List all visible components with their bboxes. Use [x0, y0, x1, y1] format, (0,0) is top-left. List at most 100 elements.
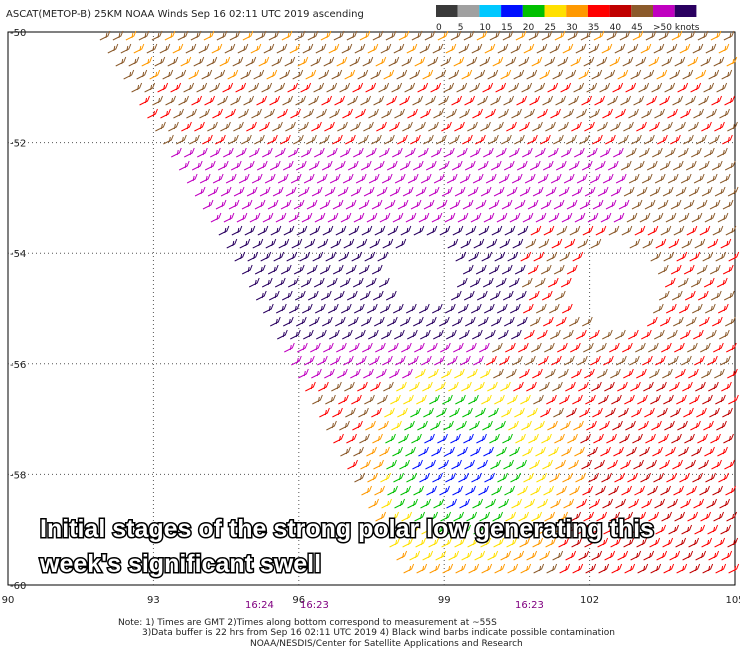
wind-barb — [569, 316, 580, 327]
wind-barb — [640, 472, 651, 483]
wind-barb — [420, 108, 431, 119]
wind-barb — [325, 251, 337, 262]
wind-barb — [270, 225, 282, 236]
wind-barb — [290, 173, 302, 184]
wind-barb — [714, 368, 725, 379]
wind-barb — [413, 485, 424, 496]
wind-barb — [617, 69, 629, 80]
wind-barb — [389, 121, 400, 132]
wind-barb — [540, 134, 551, 145]
wind-barb — [719, 498, 730, 509]
wind-barb — [577, 238, 589, 249]
wind-barb — [694, 524, 706, 535]
note: Note: 1) Times are GMT 2)Times along bot… — [118, 618, 497, 628]
wind-barb — [677, 277, 689, 288]
wind-barb — [471, 472, 482, 483]
wind-barb — [319, 264, 331, 275]
wind-barb — [373, 459, 384, 470]
wind-barb — [562, 472, 573, 483]
wind-barb — [207, 121, 218, 132]
wind-barb — [689, 394, 700, 405]
wind-barb — [581, 95, 592, 106]
wind-barb — [141, 56, 153, 67]
wind-barb — [727, 368, 738, 379]
lon-label: 102 — [580, 595, 599, 606]
wind-barb — [437, 30, 449, 41]
wind-barb — [394, 329, 405, 340]
wind-barb — [329, 173, 341, 184]
wind-barb — [664, 420, 675, 431]
wind-barb — [435, 550, 447, 561]
wind-barb — [701, 368, 712, 379]
wind-barb — [138, 30, 150, 41]
wind-barb — [292, 69, 304, 80]
wind-barb — [267, 199, 279, 210]
wind-barb — [553, 407, 564, 418]
wind-barb — [584, 121, 595, 132]
wind-barb — [550, 498, 561, 509]
wind-barb — [409, 550, 421, 561]
wind-barb — [230, 160, 242, 171]
wind-barb — [527, 134, 538, 145]
wind-barb — [203, 30, 215, 41]
wind-barb — [510, 43, 522, 54]
wind-barb — [534, 82, 546, 93]
wind-barb — [704, 446, 715, 457]
wind-barb — [702, 251, 714, 262]
wind-barb — [556, 316, 567, 327]
wind-barb — [594, 459, 605, 470]
wind-barb — [518, 56, 530, 67]
wind-barb — [364, 394, 375, 405]
wind-barb — [421, 524, 433, 535]
wind-barb — [423, 407, 434, 418]
wind-barb — [436, 199, 448, 210]
wind-barb — [266, 69, 278, 80]
wind-barb — [288, 303, 300, 314]
legend-swatch — [457, 5, 480, 17]
wind-barb — [574, 212, 586, 223]
wind-barb — [171, 147, 182, 158]
wind-barb — [241, 264, 253, 275]
wind-barb — [347, 459, 358, 470]
wind-barb — [229, 30, 241, 41]
wind-barb — [444, 446, 455, 457]
wind-barb — [363, 121, 374, 132]
wind-barb — [532, 186, 544, 197]
wind-barb — [323, 56, 335, 67]
wind-barb — [531, 56, 543, 67]
wind-barb — [657, 407, 668, 418]
wind-barb — [300, 82, 312, 93]
wind-barb — [675, 368, 686, 379]
wind-barb — [693, 173, 705, 184]
lon-label: 105 — [725, 595, 740, 606]
wind-barb — [546, 251, 558, 262]
wind-barb — [478, 225, 490, 236]
wind-barb — [713, 342, 724, 353]
wind-barb — [392, 147, 403, 158]
wind-barb — [536, 43, 548, 54]
wind-barb — [671, 30, 683, 41]
wind-barb — [368, 173, 380, 184]
wind-barb — [525, 238, 537, 249]
wind-barb — [668, 524, 680, 535]
wind-barb — [215, 199, 227, 210]
wind-barb — [408, 355, 419, 366]
wind-barb — [450, 290, 462, 301]
wind-barb — [660, 316, 671, 327]
wind-barb — [252, 238, 264, 249]
wind-barb — [703, 82, 715, 93]
wind-barb — [337, 186, 349, 197]
wind-barb — [368, 329, 379, 340]
wind-barb — [359, 290, 371, 301]
wind-barb — [546, 394, 557, 405]
wind-barb — [579, 407, 590, 418]
wind-barb — [631, 407, 642, 418]
wind-barb — [428, 368, 439, 379]
wind-barb — [558, 186, 570, 197]
wind-barb — [425, 95, 436, 106]
wind-barb — [715, 563, 727, 574]
wind-barb — [614, 472, 625, 483]
wind-barb — [448, 550, 460, 561]
wind-barb — [548, 212, 560, 223]
wind-barb — [681, 355, 692, 366]
